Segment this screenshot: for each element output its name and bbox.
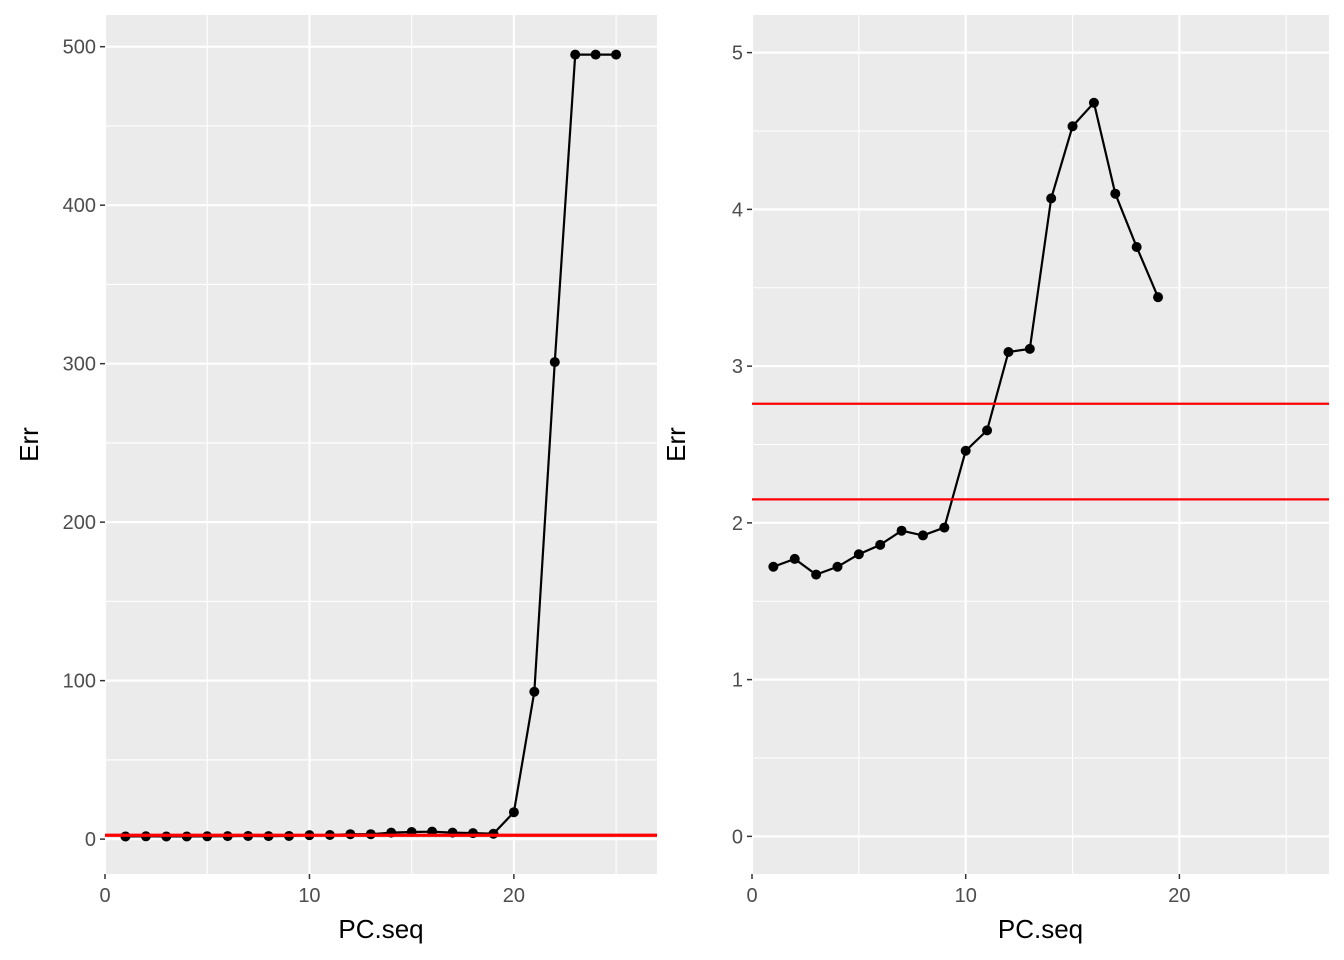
x-tick-label: 0	[746, 885, 757, 907]
x-tick-label: 10	[298, 885, 320, 907]
y-tick-label: 5	[732, 43, 743, 65]
data-point	[1088, 97, 1099, 108]
data-point	[811, 569, 822, 580]
y-axis-title: Err	[661, 427, 691, 462]
y-tick-label: 3	[732, 356, 743, 378]
data-point	[1110, 188, 1121, 199]
y-tick-label: 1	[732, 670, 743, 692]
x-tick-label: 20	[503, 885, 525, 907]
data-point	[529, 686, 540, 697]
data-point	[611, 49, 622, 60]
grid-lines	[750, 15, 1329, 874]
right-chart-panel: 0 10 20 0 1 2 3 4 5 PC.seq Err	[661, 15, 1329, 944]
x-tick-label: 0	[99, 885, 110, 907]
data-point	[1003, 347, 1014, 358]
data-point	[590, 49, 601, 60]
plot-background	[105, 15, 657, 874]
data-point	[960, 445, 971, 456]
data-point	[1024, 343, 1035, 354]
y-tick-label: 100	[63, 671, 96, 693]
y-tick-label: 300	[63, 354, 96, 376]
y-tick-label: 500	[63, 37, 96, 59]
y-axis-title: Err	[14, 427, 44, 462]
y-tick-label: 0	[85, 829, 96, 851]
data-point	[1131, 241, 1142, 252]
data-point	[896, 525, 907, 536]
data-point	[1153, 292, 1164, 303]
data-point	[508, 807, 519, 818]
data-point	[570, 49, 581, 60]
y-tick-label: 0	[732, 826, 743, 848]
data-point	[789, 553, 800, 564]
data-point	[1067, 121, 1078, 132]
x-axis-title: PC.seq	[338, 914, 423, 944]
data-point	[875, 539, 886, 550]
x-tick-label: 20	[1168, 885, 1190, 907]
data-point	[853, 549, 864, 560]
data-point	[939, 522, 950, 533]
x-axis-title: PC.seq	[998, 914, 1083, 944]
y-tick-label: 400	[63, 195, 96, 217]
y-tick-label: 200	[63, 512, 96, 534]
data-point	[917, 530, 928, 541]
data-point	[1046, 193, 1057, 204]
data-point	[549, 357, 560, 368]
data-point	[768, 561, 779, 572]
y-tick-label: 4	[732, 199, 743, 221]
y-tick-label: 2	[732, 513, 743, 535]
data-point	[982, 425, 993, 436]
x-tick-label: 10	[955, 885, 977, 907]
data-point	[832, 561, 843, 572]
